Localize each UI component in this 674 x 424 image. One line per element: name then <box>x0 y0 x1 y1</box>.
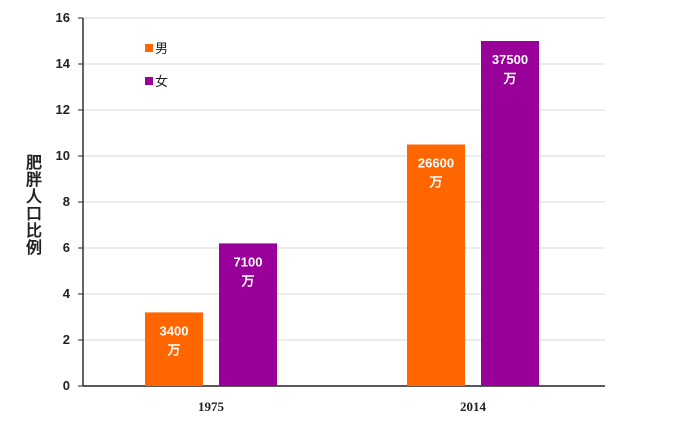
y-tick-label: 14 <box>56 56 71 71</box>
bar-男-2014 <box>407 144 465 386</box>
legend-label: 女 <box>155 74 168 90</box>
data-label: 7100 万 <box>234 254 263 288</box>
legend-swatch <box>145 77 153 85</box>
y-tick-label: 8 <box>63 194 70 209</box>
y-tick-label: 2 <box>63 332 70 347</box>
y-tick-label: 0 <box>63 378 70 393</box>
data-label: 37500 万 <box>492 52 528 86</box>
data-label: 3400 万 <box>160 323 189 357</box>
bars <box>145 41 539 386</box>
y-tick-label: 10 <box>56 148 70 163</box>
data-labels: 3400 万 26600 万 7100 万 37500 万 <box>160 52 529 357</box>
legend-label: 男 <box>155 42 168 57</box>
legend-swatch <box>145 44 153 52</box>
bar-女-1975 <box>219 243 277 386</box>
y-axis-label: 肥胖人口比例 <box>23 154 42 256</box>
y-tick-label: 4 <box>63 286 71 301</box>
y-tick-label: 6 <box>63 240 70 255</box>
gridlines <box>83 17 605 341</box>
legend: 男女 <box>145 42 168 90</box>
data-label: 26600 万 <box>418 156 454 190</box>
y-tick-label: 12 <box>56 102 70 117</box>
x-category-label: 1975 <box>198 399 225 414</box>
bar-女-2014 <box>481 41 539 386</box>
y-tick-label: 16 <box>56 10 70 25</box>
x-category-label: 2014 <box>460 399 487 414</box>
bar-男-1975 <box>145 312 203 386</box>
y-axis-label-wrapper: 肥胖人口比例 <box>18 150 46 260</box>
